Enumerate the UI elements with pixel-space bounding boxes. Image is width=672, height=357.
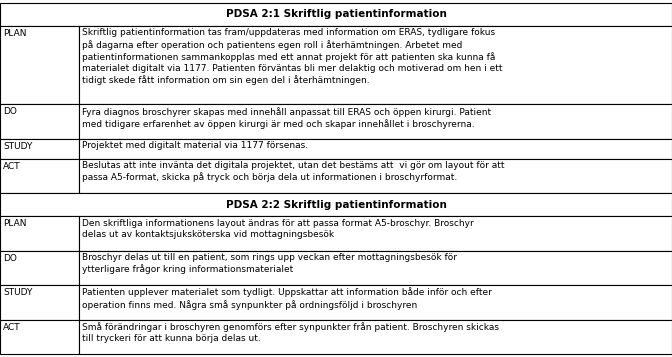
Text: PLAN: PLAN xyxy=(3,219,26,228)
Text: Projektet med digitalt material via 1177 försenas.: Projektet med digitalt material via 1177… xyxy=(82,141,308,150)
Bar xyxy=(0,159,79,193)
Text: Den skriftliga informationens layout ändras för att passa format A5-broschyr. Br: Den skriftliga informationens layout änd… xyxy=(82,218,474,239)
Text: STUDY: STUDY xyxy=(3,142,32,151)
Text: STUDY: STUDY xyxy=(3,288,32,297)
Bar xyxy=(0,251,79,285)
Bar xyxy=(0,320,79,354)
Bar xyxy=(79,251,672,285)
Bar xyxy=(79,320,672,354)
Text: ACT: ACT xyxy=(3,162,21,171)
Bar xyxy=(0,26,79,105)
Bar xyxy=(79,26,672,105)
Text: ACT: ACT xyxy=(3,322,21,332)
Bar xyxy=(0,285,79,320)
Bar xyxy=(79,105,672,139)
Bar xyxy=(0,216,79,251)
Text: Patienten upplever materialet som tydligt. Uppskattar att information både inför: Patienten upplever materialet som tydlig… xyxy=(82,288,492,310)
Text: Fyra diagnos broschyrer skapas med innehåll anpassat till ERAS och öppen kirurgi: Fyra diagnos broschyrer skapas med inneh… xyxy=(82,107,491,129)
Text: PLAN: PLAN xyxy=(3,29,26,38)
Bar xyxy=(79,216,672,251)
Bar xyxy=(79,159,672,193)
Bar xyxy=(79,139,672,159)
Text: Små förändringar i broschyren genomförs efter synpunkter från patient. Broschyre: Små förändringar i broschyren genomförs … xyxy=(82,322,499,343)
Text: DO: DO xyxy=(3,253,17,263)
Text: Beslutas att inte invänta det digitala projektet, utan det bestäms att  vi gör o: Beslutas att inte invänta det digitala p… xyxy=(82,161,505,182)
Bar xyxy=(79,285,672,320)
Bar xyxy=(0,3,672,26)
Bar xyxy=(0,105,79,139)
Text: Skriftlig patientinformation tas fram/uppdateras med information om ERAS, tydlig: Skriftlig patientinformation tas fram/up… xyxy=(82,29,503,85)
Bar xyxy=(0,193,672,216)
Bar xyxy=(0,139,79,159)
Text: Broschyr delas ut till en patient, som rings upp veckan efter mottagningsbesök f: Broschyr delas ut till en patient, som r… xyxy=(82,253,457,274)
Text: DO: DO xyxy=(3,107,17,116)
Text: PDSA 2:1 Skriftlig patientinformation: PDSA 2:1 Skriftlig patientinformation xyxy=(226,10,446,20)
Text: PDSA 2:2 Skriftlig patientinformation: PDSA 2:2 Skriftlig patientinformation xyxy=(226,200,446,210)
